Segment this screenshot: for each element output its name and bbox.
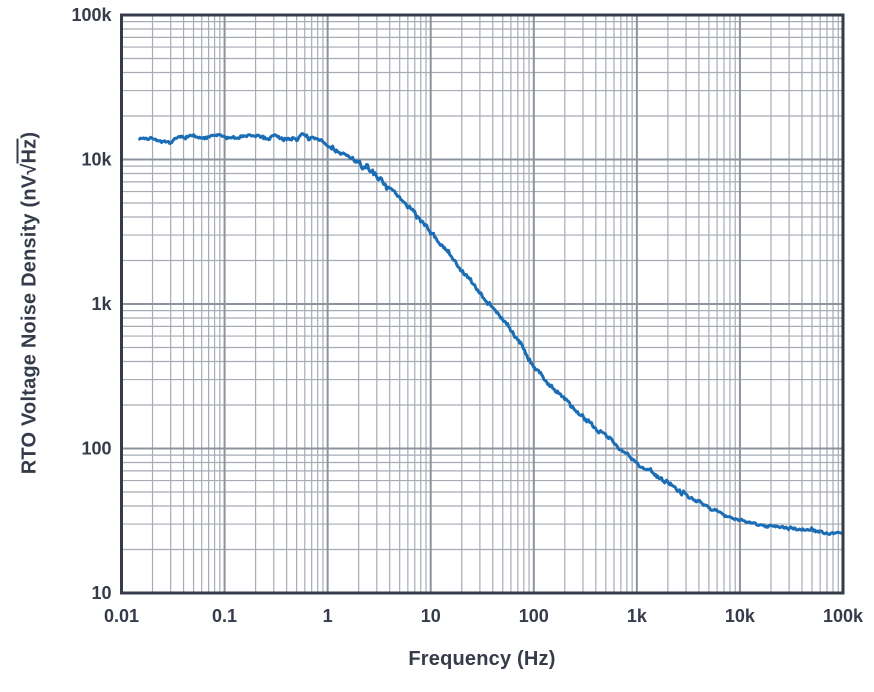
y-axis-title-suffix: )	[18, 131, 41, 139]
y-tick-label: 100k	[71, 5, 112, 25]
x-tick-label: 10k	[725, 606, 756, 626]
x-tick-label: 0.1	[212, 606, 237, 626]
y-tick-label: 10	[91, 583, 111, 603]
x-tick-label: 100k	[823, 606, 864, 626]
x-tick-label: 10	[421, 606, 441, 626]
x-tick-label: 1	[323, 606, 333, 626]
x-tick-label: 0.01	[104, 606, 139, 626]
x-tick-label: 100	[519, 606, 549, 626]
x-axis-title: Frequency (Hz)	[121, 648, 843, 671]
sqrt-radical-symbol: √	[18, 163, 41, 175]
y-axis-title-prefix: RTO Voltage Noise Density (nV	[18, 174, 41, 475]
x-tick-label: 1k	[627, 606, 648, 626]
noise-density-curve	[138, 132, 845, 536]
y-tick-label: 10k	[81, 150, 112, 170]
y-axis-title: RTO Voltage Noise Density (nV√Hz)	[19, 132, 42, 474]
plot-border	[120, 13, 845, 595]
x-axis-title-text: Frequency (Hz)	[408, 648, 556, 670]
y-tick-label: 1k	[91, 294, 112, 314]
y-axis-title-overlined-hz: Hz	[18, 138, 41, 164]
y-tick-label: 100	[81, 439, 111, 459]
